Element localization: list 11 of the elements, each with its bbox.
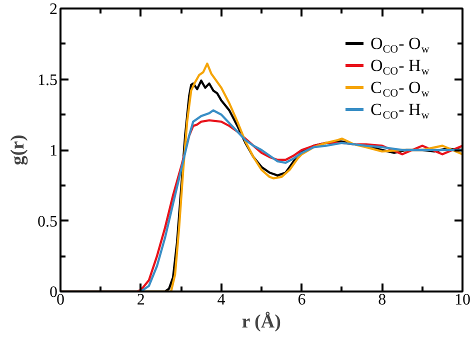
x-tick-label: 4 [217,292,226,308]
x-tick-label: 10 [454,292,470,308]
y-axis-title: g(r) [8,134,28,166]
y-tick-label: 1 [50,142,58,160]
y-tick-label: 0.5 [38,213,58,230]
x-axis-title: r (Å) [242,312,281,332]
y-tick-label: 2 [50,1,58,18]
y-tick-label: 1.5 [38,72,58,89]
x-tick-label: 8 [378,292,386,308]
x-tick-label: 6 [298,292,306,308]
x-tick-label: 2 [136,292,145,308]
